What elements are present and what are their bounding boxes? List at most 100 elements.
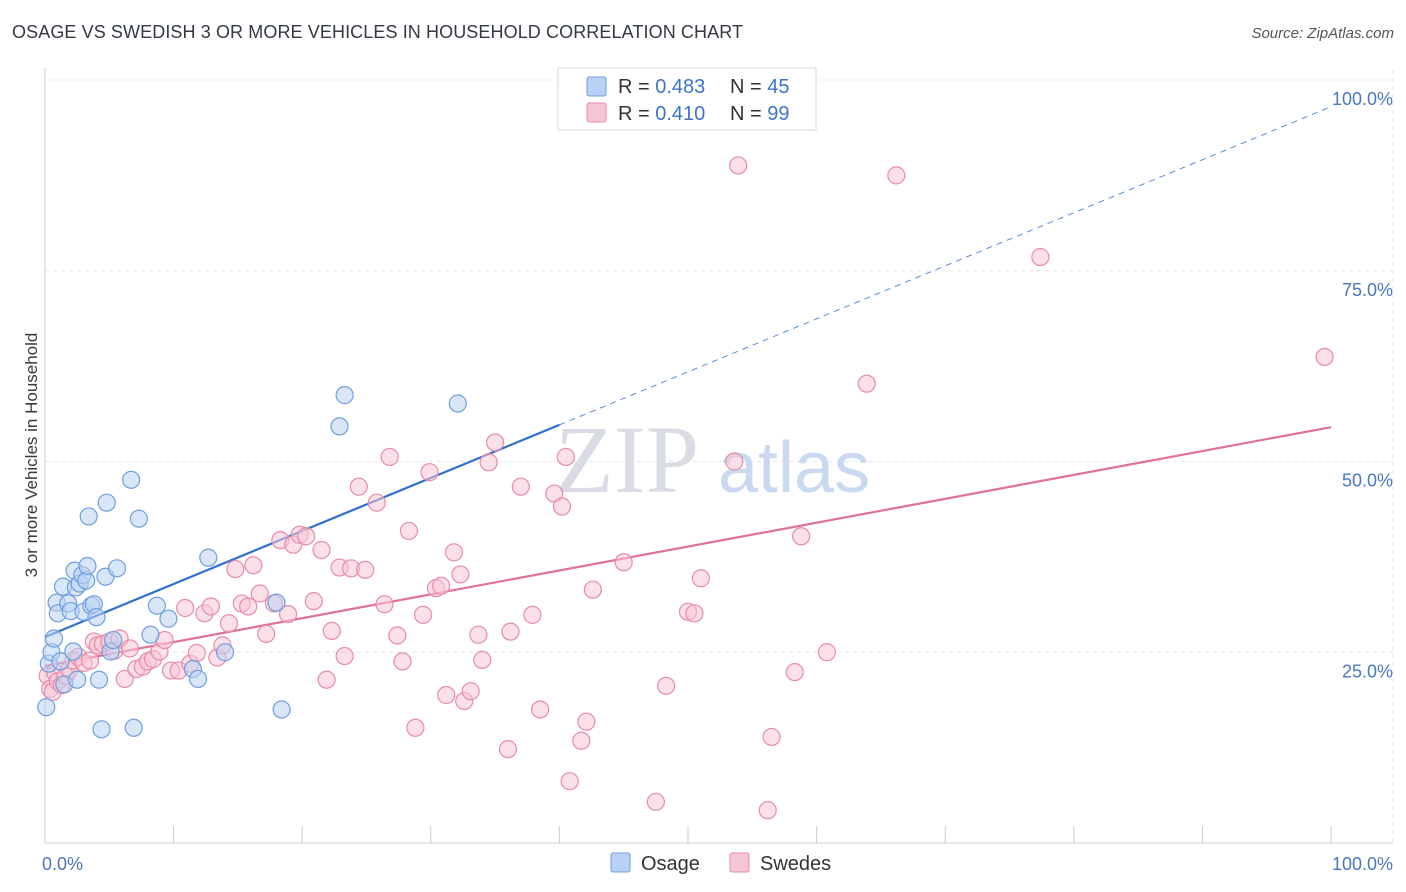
- swedes-point-104: [1031, 247, 1050, 267]
- swedes-point-67: [431, 576, 451, 595]
- bottom-legend: Osage Swedes: [610, 852, 831, 875]
- swedes-point-68: [437, 685, 456, 705]
- swedes-point-102: [857, 374, 876, 393]
- swedes-point-85: [560, 772, 579, 791]
- osage-points: [37, 386, 467, 739]
- osage-point-44: [335, 386, 354, 405]
- swedes-point-63: [406, 718, 425, 737]
- osage-point-33: [129, 509, 148, 528]
- swedes-point-65: [420, 463, 439, 482]
- swedes-point-90: [646, 792, 665, 811]
- x-tick-label-1: 100.0%: [1332, 854, 1393, 874]
- swedes-point-47: [296, 527, 316, 546]
- swedes-point-77: [498, 740, 518, 759]
- swedes-point-38: [239, 597, 258, 616]
- swedes-point-48: [304, 592, 323, 611]
- swedes-point-100: [792, 527, 811, 546]
- swedes-points: [38, 156, 1334, 820]
- legend-osage-n-label: N =: [730, 76, 767, 98]
- trend-lines: [44, 106, 1332, 668]
- osage-point-24: [89, 670, 109, 689]
- swedes-point-99: [785, 662, 804, 682]
- swedes-point-95: [725, 452, 744, 471]
- legend-swedes-r-label: R =: [618, 103, 655, 125]
- y-tick-label-3: 100.0%: [1332, 89, 1393, 109]
- swedes-point-18: [115, 669, 134, 689]
- osage-point-23: [87, 608, 106, 627]
- y-tick-label-2: 75.0%: [1342, 280, 1393, 300]
- swedes-point-84: [556, 447, 575, 467]
- osage-point-35: [147, 596, 166, 615]
- swedes-point-76: [486, 433, 505, 452]
- swedes-point-59: [380, 447, 399, 467]
- osage-point-34: [141, 625, 160, 644]
- osage-point-0: [37, 698, 56, 717]
- osage-point-27: [97, 493, 116, 512]
- bottom-legend-osage-label: Osage: [641, 853, 700, 875]
- legend-osage-swatch: [586, 76, 607, 97]
- legend-swedes-n-value: 99: [767, 103, 789, 125]
- tick-labels: 25.0% 50.0% 75.0% 100.0% 0.0% 100.0%: [42, 89, 1393, 874]
- osage-trend-extension: [559, 106, 1332, 426]
- swedes-point-55: [349, 477, 368, 496]
- watermark-atlas: atlas: [718, 428, 870, 508]
- swedes-point-91: [657, 676, 676, 695]
- chart-title: OSAGE VS SWEDISH 3 OR MORE VEHICLES IN H…: [12, 22, 744, 42]
- source-label: Source: ZipAtlas.com: [1251, 25, 1394, 42]
- osage-point-40: [215, 643, 235, 662]
- bottom-legend-swedes-swatch: [729, 852, 750, 873]
- swedes-point-36: [226, 559, 245, 579]
- osage-point-25: [92, 720, 111, 739]
- swedes-point-78: [501, 622, 520, 641]
- swedes-point-58: [375, 595, 394, 614]
- osage-point-32: [124, 718, 143, 737]
- swedes-point-64: [413, 605, 433, 624]
- watermark-zip: ZIP: [555, 406, 699, 513]
- swedes-point-53: [335, 646, 354, 666]
- swedes-point-35: [219, 614, 238, 633]
- bottom-legend-osage-swatch: [610, 852, 631, 873]
- osage-point-41: [267, 593, 286, 612]
- osage-point-36: [159, 609, 178, 628]
- y-axis-label: 3 or more Vehicles in Household: [22, 333, 41, 578]
- swedes-point-50: [317, 670, 336, 689]
- osage-point-6: [51, 652, 70, 671]
- swedes-point-41: [257, 624, 276, 644]
- swedes-point-11: [80, 651, 100, 670]
- osage-point-11: [64, 642, 83, 661]
- watermark: ZIP atlas: [555, 406, 870, 513]
- swedes-point-75: [479, 453, 498, 472]
- swedes-point-87: [577, 712, 596, 731]
- swedes-point-80: [523, 605, 542, 624]
- osage-point-3: [44, 629, 64, 648]
- swedes-point-32: [201, 597, 220, 616]
- swedes-point-62: [399, 521, 419, 541]
- swedes-point-96: [729, 156, 748, 175]
- swedes-point-98: [762, 727, 781, 747]
- swedes-point-28: [176, 598, 195, 618]
- osage-point-19: [78, 556, 97, 576]
- swedes-point-60: [388, 626, 407, 645]
- swedes-point-83: [552, 497, 572, 516]
- swedes-point-51: [322, 621, 341, 640]
- swedes-point-97: [758, 801, 777, 820]
- swedes-point-61: [393, 652, 412, 671]
- swedes-point-56: [356, 560, 375, 579]
- swedes-point-30: [187, 643, 206, 663]
- osage-point-29: [104, 630, 123, 650]
- legend-swedes-r-value: 0.410: [655, 103, 705, 125]
- swedes-point-79: [511, 477, 530, 496]
- svg-text:R = 0.410: R = 0.410: [618, 103, 705, 125]
- osage-point-31: [122, 470, 141, 489]
- swedes-point-101: [817, 643, 836, 662]
- osage-point-45: [448, 394, 467, 413]
- swedes-point-69: [444, 543, 464, 562]
- x-tick-label-0: 0.0%: [42, 854, 83, 874]
- swedes-point-74: [473, 650, 492, 669]
- swedes-point-94: [691, 569, 710, 588]
- bottom-legend-swedes-label: Swedes: [760, 853, 831, 875]
- osage-point-42: [272, 700, 291, 719]
- osage-point-14: [68, 670, 87, 689]
- legend-osage-n-value: 45: [767, 76, 789, 98]
- swedes-point-19: [120, 639, 139, 658]
